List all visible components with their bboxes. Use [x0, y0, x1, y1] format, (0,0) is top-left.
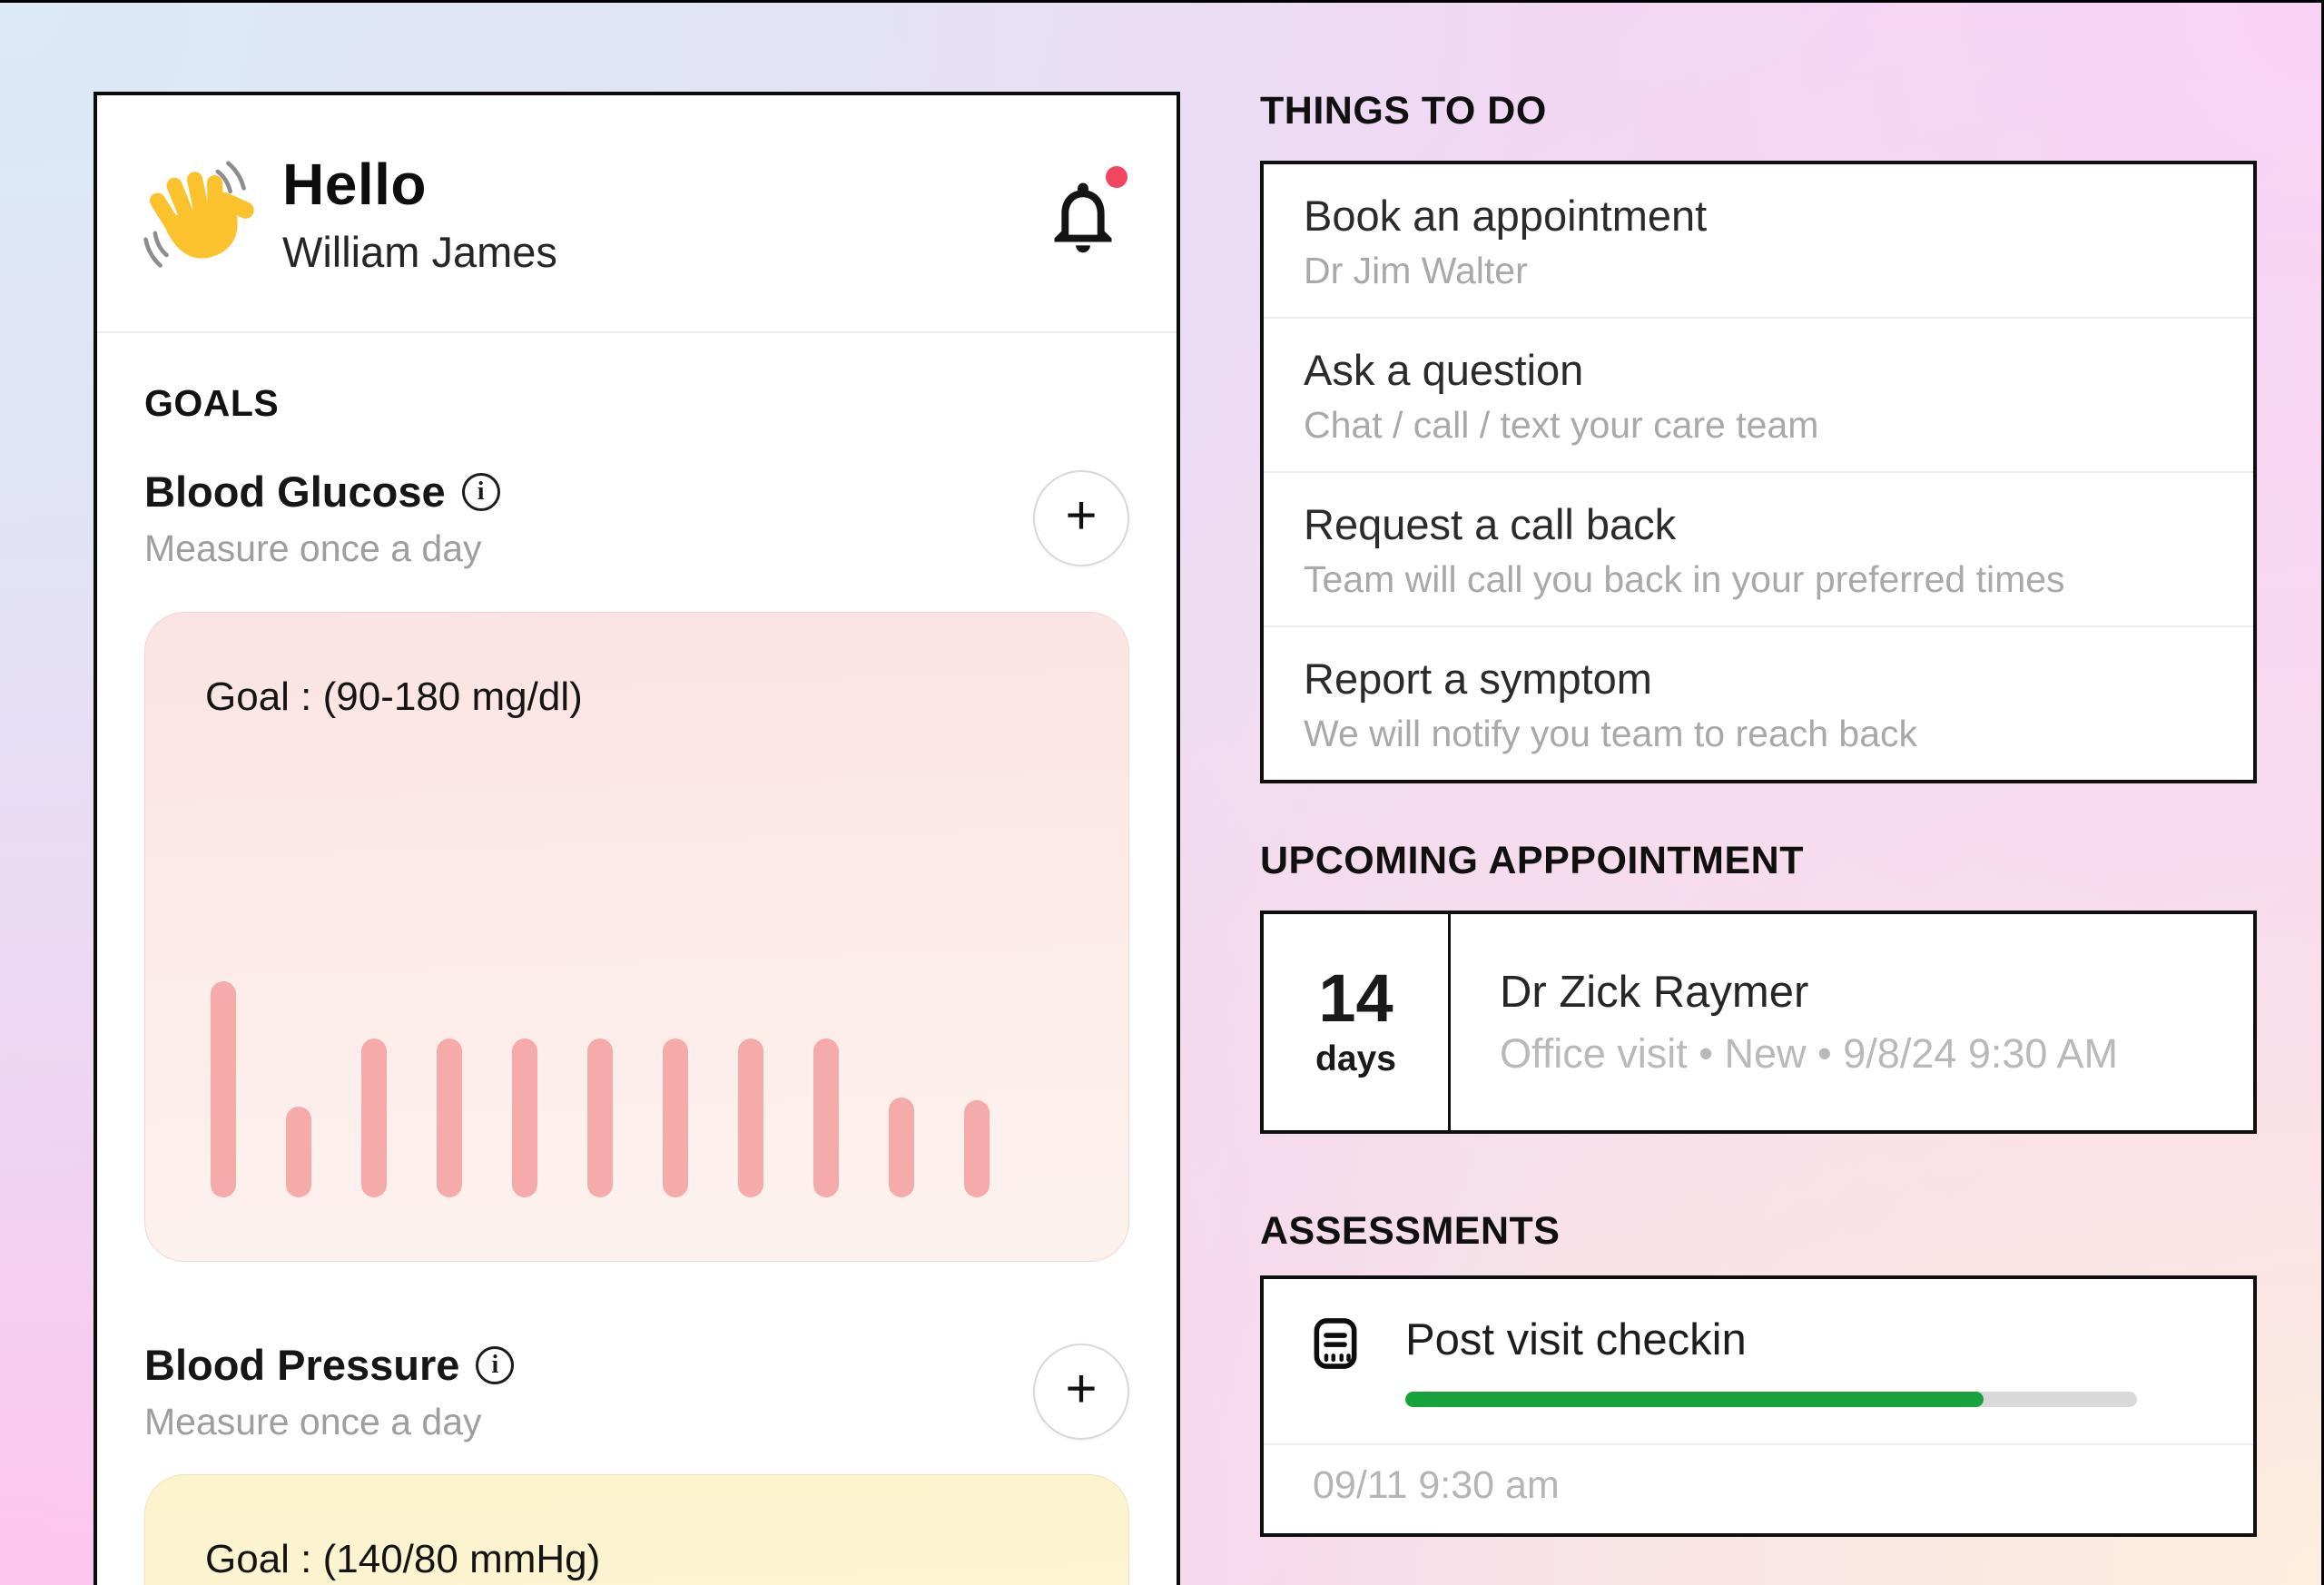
waving-hand-icon: [135, 151, 261, 276]
blood-glucose-chart-card[interactable]: Goal : (90-180 mg/dl): [144, 612, 1129, 1262]
blood-pressure-header: Blood Pressure i Measure once a day +: [144, 1340, 1129, 1443]
blood-glucose-goal-label: Goal : (90-180 mg/dl): [205, 674, 583, 719]
appointment-countdown: 14 days: [1264, 914, 1451, 1130]
glucose-bar-5: [512, 1039, 537, 1197]
blood-glucose-subtitle: Measure once a day: [144, 527, 482, 569]
upcoming-appointment-card[interactable]: 14 days Dr Zick Raymer Office visit • Ne…: [1260, 911, 2257, 1134]
blood-pressure-title: Blood Pressure: [144, 1341, 460, 1389]
goals-section-label: GOALS: [144, 382, 280, 424]
todo-item-title: Request a call back: [1304, 500, 1677, 548]
greeting-title: Hello: [282, 151, 427, 217]
appointment-countdown-value: 14: [1318, 960, 1393, 1036]
assessment-datetime: 09/11 9:30 am: [1313, 1463, 1560, 1507]
info-icon[interactable]: i: [476, 1345, 515, 1384]
glucose-bar-9: [813, 1039, 839, 1197]
blood-glucose-header: Blood Glucose i Measure once a day +: [144, 467, 1129, 570]
assessment-card[interactable]: Post visit checkin 09/11 9:30 am: [1260, 1275, 2257, 1537]
todo-item-title: Ask a question: [1304, 346, 1584, 394]
header-divider: [97, 331, 1177, 333]
todo-item-subtitle: We will notify you team to reach back: [1304, 713, 1918, 754]
glucose-bar-1: [211, 981, 236, 1197]
glucose-bar-6: [587, 1039, 613, 1197]
greeting-user-name: William James: [282, 227, 557, 276]
glucose-bar-3: [361, 1039, 387, 1197]
appointment-meta: Office visit • New • 9/8/24 9:30 AM: [1500, 1030, 2118, 1077]
patient-dashboard-card: Hello William James GOALS Blood Glucose …: [94, 92, 1180, 1585]
glucose-bar-11: [964, 1100, 990, 1197]
glucose-bar-7: [663, 1039, 688, 1197]
assessment-main-row: Post visit checkin: [1264, 1279, 2253, 1443]
todo-item-4[interactable]: Report a symptom We will notify you team …: [1264, 625, 2253, 780]
glucose-bar-8: [738, 1039, 763, 1197]
todo-item-title: Report a symptom: [1304, 655, 1652, 703]
glucose-bar-10: [889, 1098, 914, 1197]
bell-icon: [1054, 182, 1112, 253]
todo-item-3[interactable]: Request a call back Team will call you ba…: [1264, 471, 2253, 625]
todo-item-subtitle: Chat / call / text your care team: [1304, 404, 1819, 446]
add-blood-glucose-reading-button[interactable]: +: [1033, 470, 1129, 566]
todo-item-title: Book an appointment: [1304, 192, 1708, 240]
blood-pressure-goal-card[interactable]: Goal : (140/80 mmHg): [144, 1474, 1129, 1585]
appointment-doctor-name: Dr Zick Raymer: [1500, 968, 1809, 1017]
things-to-do-card: Book an appointment Dr Jim Walter Ask a qu…: [1260, 161, 2257, 783]
todo-item-subtitle: Team will call you back in your preferre…: [1304, 558, 2065, 600]
greeting-header: Hello William James: [97, 95, 1177, 331]
assessment-title: Post visit checkin: [1405, 1315, 1747, 1364]
blood-glucose-bar-chart: [211, 981, 990, 1197]
appointment-countdown-unit: days: [1315, 1039, 1396, 1078]
assessments-heading: ASSESSMENTS: [1260, 1209, 1561, 1253]
add-blood-pressure-reading-button[interactable]: +: [1033, 1344, 1129, 1440]
blood-pressure-subtitle: Measure once a day: [144, 1401, 482, 1442]
blood-pressure-goal-label: Goal : (140/80 mmHg): [205, 1537, 601, 1581]
appointment-details: Dr Zick Raymer Office visit • New • 9/8/…: [1451, 914, 2118, 1130]
glucose-bar-4: [437, 1039, 462, 1197]
assessment-card-divider: [1264, 1443, 2253, 1445]
upcoming-appointment-heading: UPCOMING APPPOINTMENT: [1260, 839, 1804, 882]
form-icon: [1313, 1317, 1358, 1370]
assessment-progress-fill: [1405, 1392, 1984, 1407]
notification-unread-dot: [1106, 166, 1128, 188]
todo-item-2[interactable]: Ask a question Chat / call / text your ca…: [1264, 317, 2253, 471]
things-to-do-heading: THINGS TO DO: [1260, 89, 1547, 133]
notifications-button[interactable]: [1042, 166, 1129, 259]
info-icon[interactable]: i: [461, 472, 500, 511]
todo-item-1[interactable]: Book an appointment Dr Jim Walter: [1264, 164, 2253, 317]
greeting-text: Hello William James: [282, 151, 557, 277]
blood-glucose-title: Blood Glucose: [144, 468, 446, 516]
todo-item-subtitle: Dr Jim Walter: [1304, 250, 1528, 291]
assessment-progress-track: [1405, 1392, 2138, 1407]
glucose-bar-2: [286, 1107, 311, 1197]
action-sidebar: THINGS TO DO Book an appointment Dr Jim W…: [1260, 90, 2257, 1537]
